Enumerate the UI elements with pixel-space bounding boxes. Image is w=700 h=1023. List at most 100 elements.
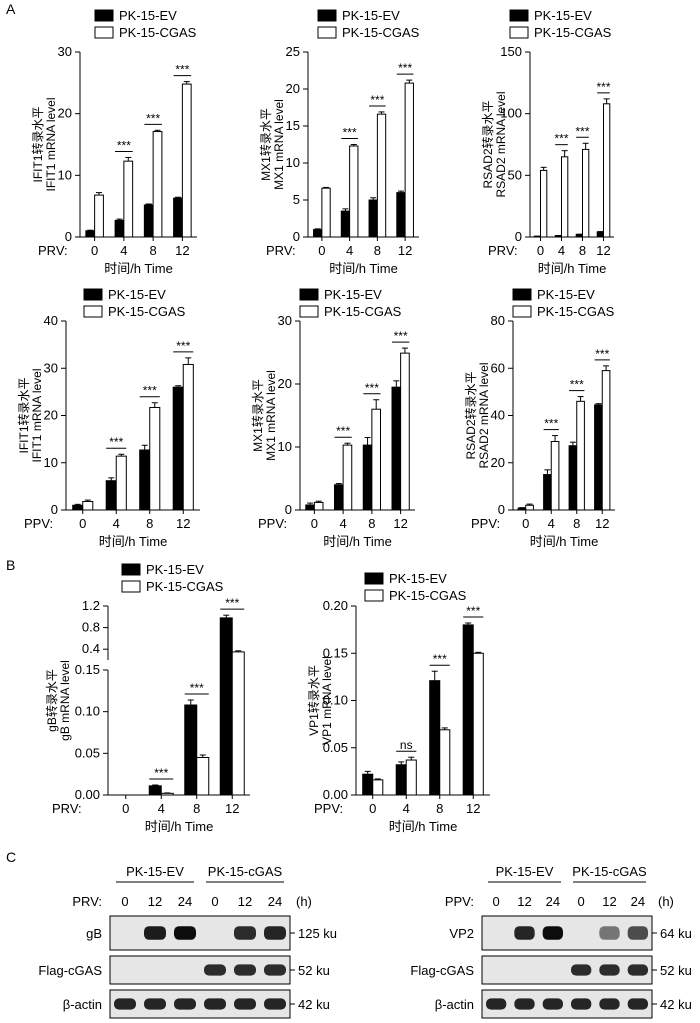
blot-c2-virus-label: PPV:	[445, 894, 474, 909]
chart-a6-ytick-label-1: 20	[491, 455, 505, 470]
chart-a1-ytick-label-1: 10	[58, 167, 72, 182]
chart-a5-sig-3: ***	[394, 329, 408, 343]
chart-b1-bar-0-1	[148, 785, 162, 796]
chart-a5-bar-1-0	[313, 501, 324, 511]
chart-b2-bar-0-2	[429, 680, 441, 796]
chart-a1: 0 10 20 30 0 4 *** 8 *** 12 *** PRV: 时间/h Time IFIT1转…	[30, 8, 197, 276]
chart-a5-sig-2: ***	[365, 381, 379, 395]
chart-a4-legend-swatch-1	[83, 305, 103, 318]
chart-a4-ylabel-cn: IFIT1转录水平	[16, 377, 31, 453]
chart-a6-legend-label-1: PK-15-CGAS	[537, 304, 615, 319]
chart-a5-xtick-label-2: 8	[368, 516, 375, 531]
chart-a1-legend-swatch-0	[94, 9, 114, 22]
blot-c1-band-2-3	[204, 998, 226, 1010]
chart-a1-bar-1-0	[94, 194, 104, 238]
chart-a5-legend-label-1: PK-15-CGAS	[324, 304, 402, 319]
blot-c2-blot-frame-1	[481, 955, 653, 985]
chart-a2-ytick-label-5: 25	[286, 44, 300, 59]
chart-a1-bar-0-2	[143, 204, 154, 238]
blot-c1-band-1-3	[204, 964, 226, 976]
blot-c2-blot-frame-2	[481, 989, 653, 1019]
chart-a3-ytick-label-3: 150	[500, 44, 522, 59]
chart-a5-xtick-label-3: 12	[393, 516, 407, 531]
chart-a1-sig-1: ***	[117, 138, 131, 152]
chart-a4: 0 10 20 30 40 0 4 *** 8 *** 12 *** PPV: 时间/h Time IFIT…	[16, 287, 200, 549]
chart-a1-bar-0-3	[173, 197, 183, 238]
chart-a1-bar-1-1	[123, 160, 134, 238]
chart-a1-xtick-label-3: 12	[175, 243, 189, 258]
chart-a2-xtick-label-3: 12	[398, 243, 412, 258]
chart-a2-sig-1: ***	[343, 126, 357, 140]
chart-a2-bar-1-3	[404, 82, 414, 238]
chart-a1-legend-label-1: PK-15-CGAS	[119, 25, 197, 40]
chart-b1-sig-3: ***	[225, 596, 239, 610]
blot-c2-unit: (h)	[658, 894, 674, 909]
chart-a4-xtick-label-1: 4	[113, 516, 120, 531]
chart-b1-ytick-lower-label-0: 0.00	[75, 787, 100, 802]
chart-a1-ylabel-cn: IFIT1转录水平	[30, 106, 45, 182]
blot-c2-band-1-3	[571, 964, 592, 976]
blot-c1-time-0: 0	[121, 894, 128, 909]
chart-a2-bar-0-0	[313, 229, 323, 238]
chart-a2-xlabel: 时间/h Time	[329, 261, 398, 276]
blot-c2-time-4: 12	[602, 894, 616, 909]
chart-a2-legend-swatch-0	[317, 9, 337, 22]
chart-a4-legend-label-1: PK-15-CGAS	[108, 304, 186, 319]
blot-c2-band-0-1	[514, 926, 535, 940]
chart-b1-ytick-upper-label-0: 0.4	[82, 641, 100, 656]
chart-a3-ytick-label-1: 50	[508, 167, 522, 182]
chart-a4-virus-label: PPV:	[24, 516, 53, 531]
chart-b1-sig-1: ***	[154, 766, 168, 780]
chart-b2-bar-0-3	[462, 624, 474, 796]
chart-b2-legend-swatch-0	[364, 572, 384, 585]
chart-a6-bar-0-0	[517, 507, 527, 511]
blot-c1-size-label-2: 42 ku	[298, 997, 330, 1012]
blot-c2-band-2-2	[542, 998, 563, 1010]
blot-c2-band-2-4	[599, 998, 620, 1010]
chart-a2-bar-0-3	[396, 192, 406, 238]
chart-a2-ytick-label-1: 5	[293, 192, 300, 207]
chart-a1-ytick-label-0: 0	[65, 229, 72, 244]
chart-b1-ylabel-en: gB mRNA level	[58, 660, 72, 741]
chart-a5-legend-label-0: PK-15-EV	[324, 287, 382, 302]
chart-a6-xlabel: 时间/h Time	[530, 534, 599, 549]
chart-a4-bar-0-1	[105, 480, 117, 511]
chart-a2-ytick-label-3: 15	[286, 118, 300, 133]
blot-c2-size-label-1: 52 ku	[660, 963, 692, 978]
blot-c1-band-0-5	[264, 926, 286, 940]
chart-b1-legend-label-0: PK-15-EV	[146, 562, 204, 577]
chart-a5-legend-swatch-0	[299, 288, 319, 301]
chart-a5-ytick-label-3: 30	[278, 313, 292, 328]
chart-a2-virus-label: PRV:	[266, 243, 296, 258]
chart-a3-bar-1-2	[582, 148, 590, 238]
chart-a3-xtick-label-1: 4	[558, 243, 565, 258]
chart-b2-sig-2: ***	[433, 652, 447, 666]
chart-a4-ytick-label-0: 0	[51, 502, 58, 517]
chart-b1-legend-swatch-1	[121, 580, 141, 593]
chart-b2-xlabel: 时间/h Time	[389, 819, 458, 834]
chart-a5-ytick-label-1: 10	[278, 439, 292, 454]
chart-b2-bar-1-2	[439, 729, 451, 796]
chart-a3-xtick-label-3: 12	[596, 243, 610, 258]
panel-c-label: C	[6, 849, 16, 865]
chart-a3-xtick-label-2: 8	[579, 243, 586, 258]
chart-a4-sig-2: ***	[143, 384, 157, 398]
panel-b-label: B	[6, 557, 15, 573]
chart-b2-bar-0-1	[395, 764, 407, 796]
blot-c1-size-label-1: 52 ku	[298, 963, 330, 978]
blot-c2-time-3: 0	[578, 894, 585, 909]
chart-a5-virus-label: PPV:	[258, 516, 287, 531]
chart-a6-bar-1-2	[576, 400, 585, 511]
chart-a3-xtick-label-0: 0	[537, 243, 544, 258]
chart-a5-ylabel-cn: MX1转录水平	[250, 379, 265, 452]
chart-a5-legend-swatch-1	[299, 305, 319, 318]
chart-b1-bar-0-2	[184, 704, 198, 796]
chart-b2-legend-swatch-1	[364, 589, 384, 602]
chart-a5-bar-1-1	[342, 444, 353, 511]
blot-c1-band-2-0	[114, 998, 136, 1010]
chart-a1-sig-2: ***	[146, 111, 160, 125]
chart-a6-xtick-label-2: 8	[573, 516, 580, 531]
blot-c1-group-label-0: PK-15-EV	[126, 864, 184, 879]
